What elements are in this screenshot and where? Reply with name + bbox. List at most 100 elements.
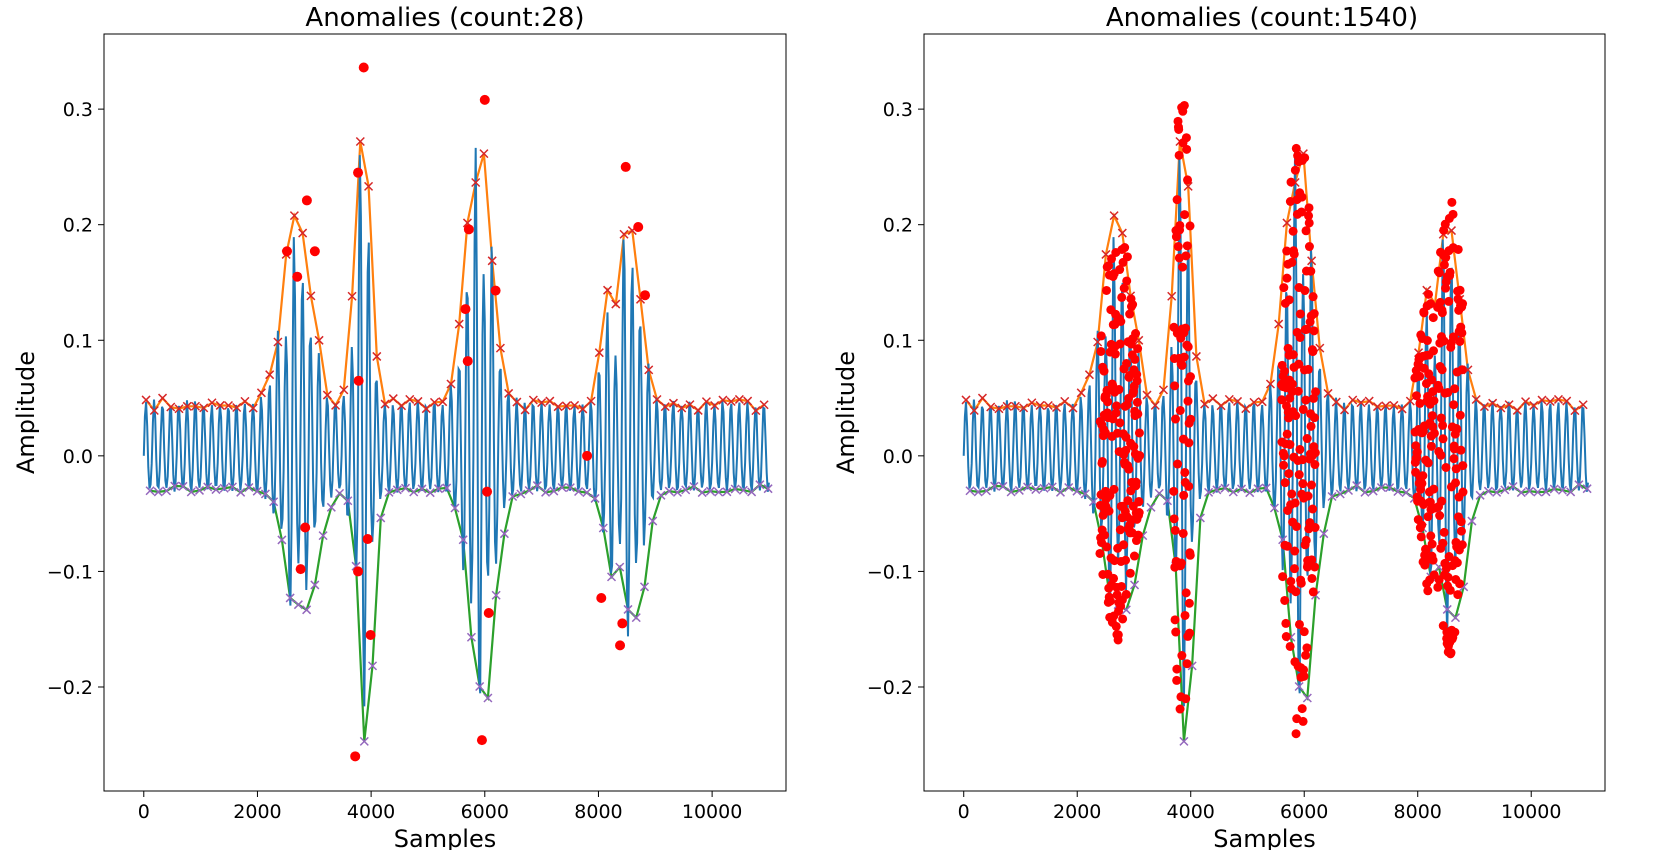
anomaly-point	[1291, 587, 1301, 597]
anomaly-point	[1429, 346, 1439, 356]
upper-peak-marker	[734, 394, 744, 404]
chart-title: Anomalies (count:28)	[305, 3, 584, 33]
upper-peak-marker	[586, 396, 596, 406]
anomaly-point	[1429, 428, 1439, 438]
anomaly-point	[1306, 421, 1316, 431]
upper-peak-marker	[1224, 394, 1234, 404]
anomaly-point	[301, 195, 312, 206]
anomaly-point	[1417, 478, 1427, 488]
y-tick-label: 0.0	[63, 446, 93, 468]
anomaly-point	[1429, 484, 1439, 494]
lower-peak-marker	[466, 632, 476, 642]
anomaly-point	[1180, 610, 1190, 620]
lower-peak-marker	[491, 590, 501, 600]
anomaly-point	[1426, 531, 1436, 541]
lower-peak-marker	[219, 483, 229, 493]
upper-peak-marker	[1504, 400, 1514, 410]
anomaly-point	[353, 167, 364, 178]
lower-peak-marker	[1508, 481, 1518, 492]
lower-peak-marker	[458, 535, 468, 545]
anomaly-point	[1301, 650, 1311, 660]
anomaly-point	[1182, 144, 1192, 154]
anomaly-point	[1297, 207, 1307, 217]
lower-peak-marker	[1302, 693, 1312, 703]
anomaly-point	[1175, 405, 1185, 415]
anomaly-point	[476, 735, 487, 746]
anomaly-point	[1125, 309, 1135, 319]
lower-peak-marker	[1343, 485, 1354, 496]
anomaly-point	[1294, 470, 1304, 480]
anomaly-point	[1412, 447, 1422, 457]
lower-peak-marker	[310, 580, 320, 590]
anomaly-point	[1170, 525, 1180, 535]
lower-peak-marker	[1228, 487, 1238, 497]
anomaly-point	[1456, 526, 1466, 536]
upper-peak-marker	[1158, 385, 1169, 395]
lower-peak-marker	[623, 604, 633, 614]
anomaly-point	[1285, 440, 1295, 450]
anomaly-point	[1447, 197, 1457, 207]
upper-peak-marker	[1512, 405, 1522, 415]
anomaly-point	[1452, 558, 1462, 568]
anomaly-point	[1446, 648, 1456, 658]
upper-peak-marker	[380, 399, 390, 409]
anomaly-point	[1423, 458, 1433, 468]
lower-peak-marker	[516, 489, 526, 499]
anomaly-point	[1100, 428, 1110, 438]
anomaly-point	[350, 751, 361, 762]
upper-peak-marker	[182, 401, 192, 411]
lower-peak-marker	[557, 482, 567, 493]
anomaly-point	[1183, 175, 1193, 185]
upper-peak-marker	[322, 390, 332, 400]
upper-peak-marker	[1068, 403, 1078, 413]
anomaly-point	[1291, 729, 1301, 739]
anomaly-point	[1177, 360, 1187, 370]
upper-peak-marker	[594, 348, 604, 358]
y-tick-label: −0.2	[47, 677, 93, 699]
lower-peak-marker	[965, 486, 975, 496]
upper-peak-marker	[199, 403, 209, 413]
anomaly-point	[1457, 365, 1467, 375]
anomaly-point	[1441, 462, 1451, 472]
anomaly-point	[1133, 344, 1143, 354]
anomaly-point	[1309, 413, 1319, 423]
anomaly-point	[1456, 517, 1466, 527]
y-tick-label: 0.2	[63, 215, 93, 237]
upper-peak-marker	[232, 402, 242, 413]
anomaly-point	[1171, 232, 1181, 242]
anomaly-point	[1129, 442, 1139, 452]
anomaly-point	[1181, 133, 1191, 143]
anomaly-point	[1448, 332, 1458, 342]
anomaly-point	[1452, 424, 1462, 434]
anomaly-point	[1109, 556, 1119, 566]
axis-ticks: 0 2000 4000 6000 8000 10000 −0.2 −0.1 0.0 0.1 0.2 0…	[47, 99, 742, 823]
anomaly-point	[1417, 520, 1427, 530]
anomaly-point	[1109, 573, 1119, 583]
lower-peak-marker	[211, 485, 221, 495]
anomaly-point	[1427, 375, 1437, 385]
lower-peak-marker	[1524, 486, 1535, 496]
anomaly-point	[1277, 395, 1287, 405]
lower-peak-marker	[1047, 482, 1057, 492]
upper-peak-marker	[1200, 399, 1210, 409]
lower-peak-marker	[1376, 482, 1386, 493]
anomaly-point	[1455, 285, 1465, 295]
anomaly-point	[1107, 254, 1117, 264]
anomaly-point	[1304, 242, 1314, 252]
lower-peak-marker	[574, 486, 584, 497]
lower-peak-marker	[1162, 496, 1172, 506]
upper-peak-marker	[388, 394, 398, 404]
lower-peak-marker	[730, 484, 740, 494]
anomaly-point	[1122, 252, 1132, 262]
anomaly-point	[1183, 342, 1193, 352]
anomaly-point	[1280, 478, 1290, 488]
anomaly-point	[1307, 555, 1317, 565]
lower-peak-marker	[450, 503, 460, 513]
anomaly-point	[1443, 572, 1453, 582]
lower-peak-marker	[639, 582, 650, 592]
anomaly-point	[1455, 579, 1465, 589]
anomaly-point	[1418, 471, 1428, 481]
y-tick-label: 0.1	[63, 330, 93, 352]
lower-peak-marker	[1154, 488, 1164, 498]
upper-peak-marker	[644, 365, 654, 375]
